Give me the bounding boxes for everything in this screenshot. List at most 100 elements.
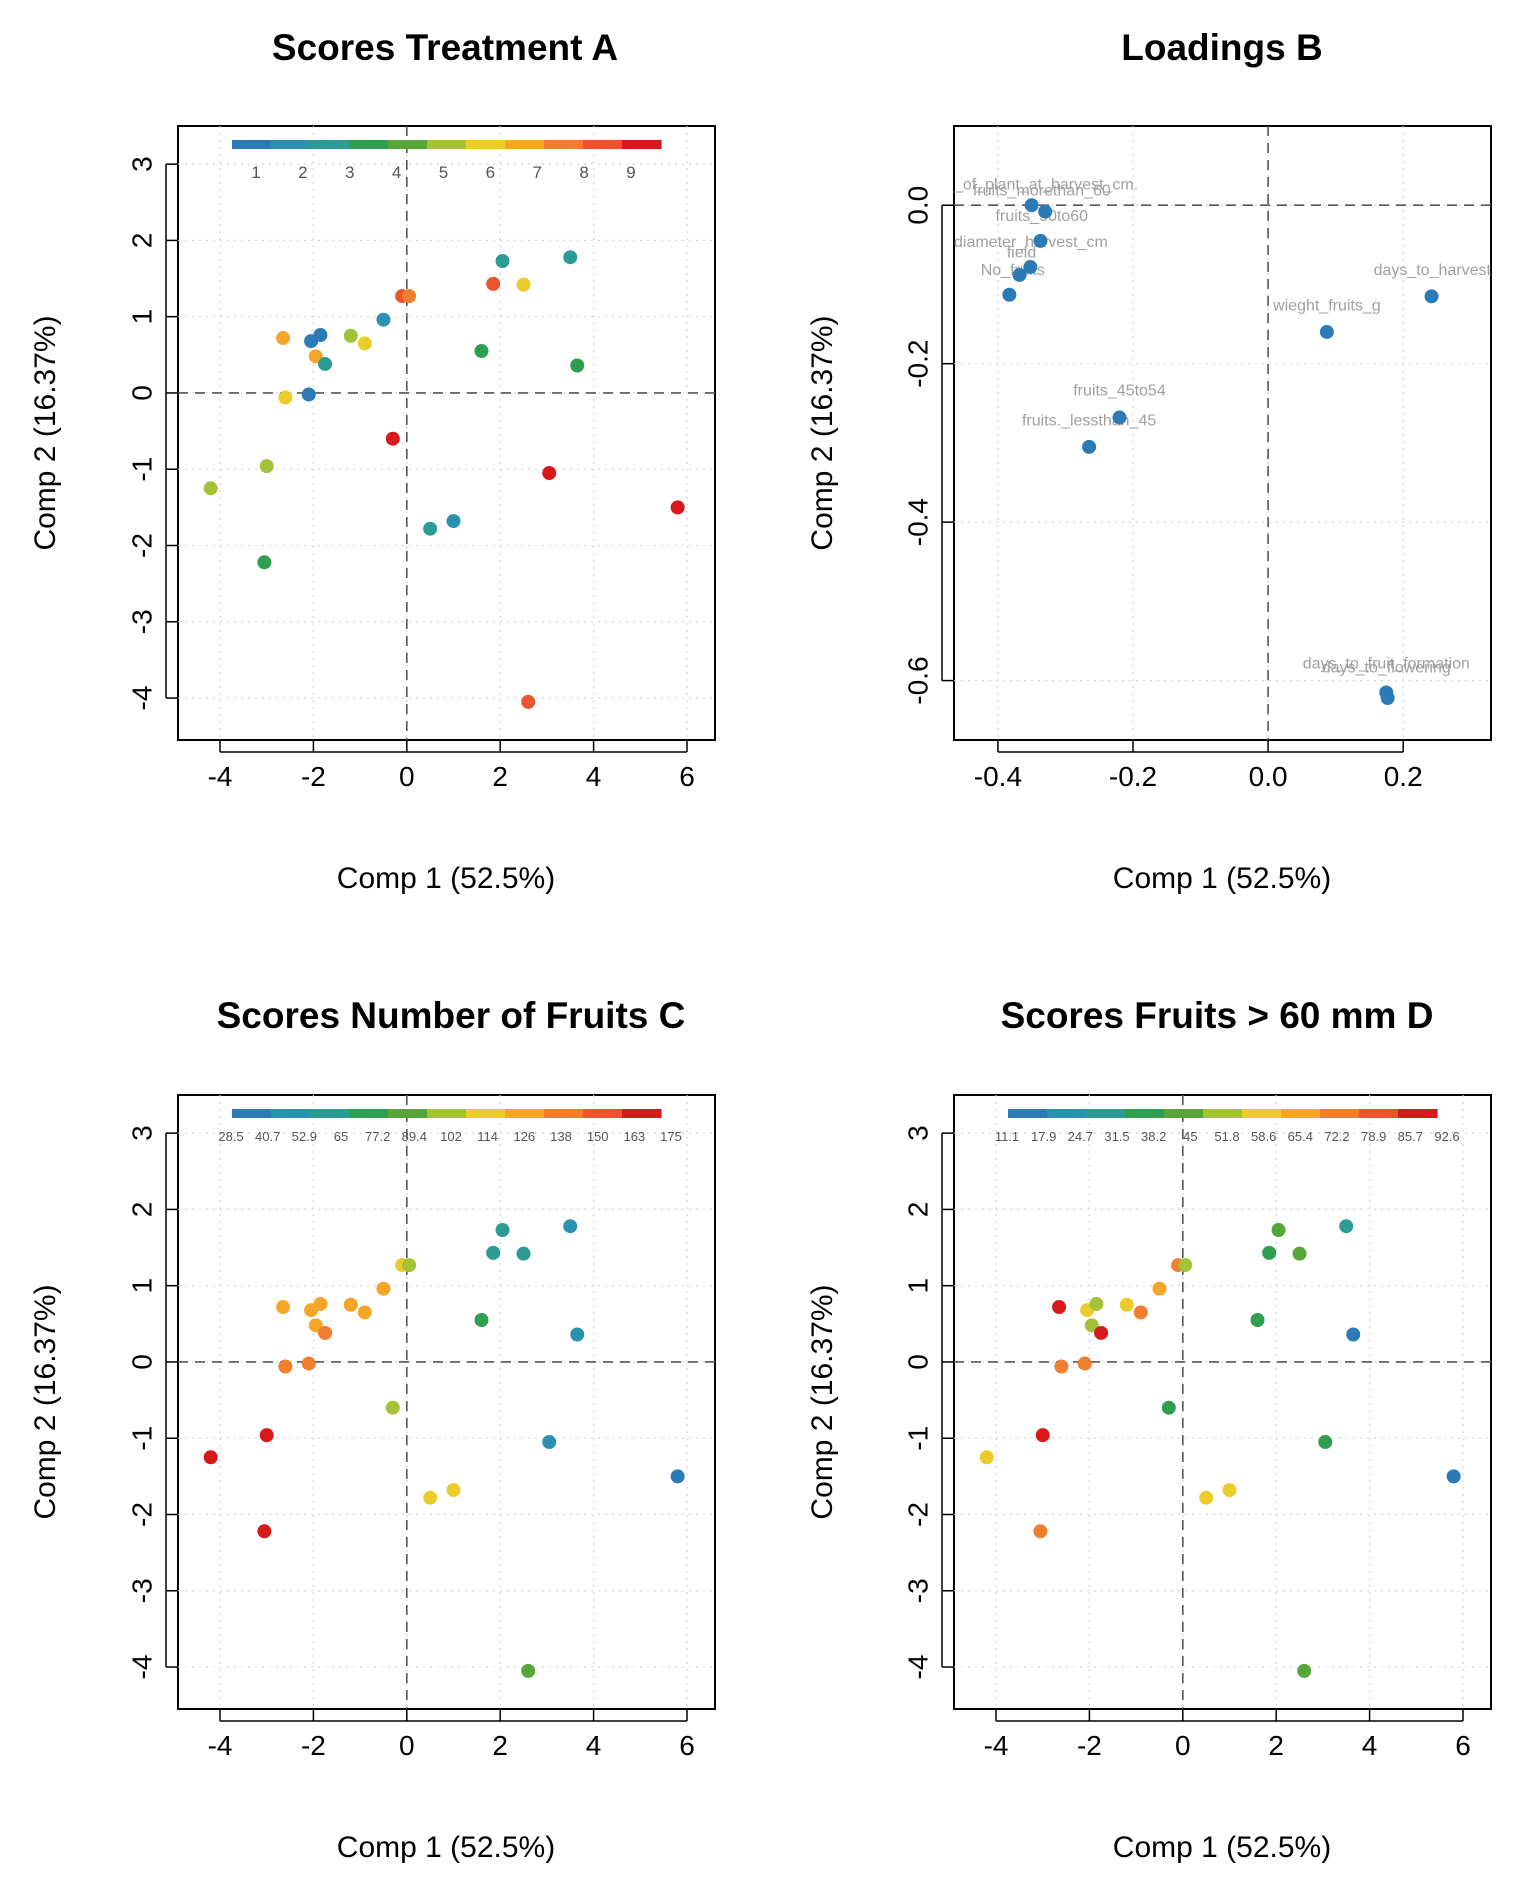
- panel-c-plot: -4 -2 0 2 4 6 3 2 1 0 -1 -2 -3 -4 28.5 40.7 52.9 65 77.2 89…: [127, 1095, 715, 1761]
- legend-label: 72.2: [1324, 1129, 1349, 1144]
- data-point: [278, 1359, 293, 1374]
- legend-color-segment: [544, 1109, 584, 1118]
- legend-color-segment: [388, 140, 428, 149]
- data-point: [570, 358, 585, 373]
- legend-label: 65.4: [1288, 1129, 1313, 1144]
- y-tick-label: -1: [127, 457, 158, 482]
- panel-a-title: Scores Treatment A: [272, 27, 618, 68]
- data-point: [423, 521, 438, 536]
- data-point: [1054, 1359, 1069, 1374]
- legend-color-segment: [622, 1109, 662, 1118]
- legend-color-segment: [427, 140, 467, 149]
- data-point: [385, 431, 400, 446]
- data-point: [1339, 1219, 1354, 1234]
- legend-label: 28.5: [218, 1129, 243, 1144]
- y-tick-label: -2: [127, 533, 158, 558]
- variable-label: fruits._lessthan_45: [1022, 412, 1156, 429]
- legend-color-segment: [544, 140, 584, 149]
- legend-label: 175: [660, 1129, 682, 1144]
- data-point: [308, 349, 323, 364]
- panel-b-ylabel: Comp 2 (16.37%): [806, 315, 839, 550]
- panel-c-frame: [177, 1094, 716, 1710]
- data-point: [376, 1281, 391, 1296]
- x-tick-label: 2: [1268, 1730, 1284, 1761]
- x-tick-label: 4: [586, 761, 602, 792]
- data-point: [1084, 1318, 1099, 1333]
- x-tick-label: 4: [586, 1730, 602, 1761]
- x-tick-label: 6: [679, 761, 695, 792]
- y-tick-label: -4: [903, 1655, 934, 1680]
- legend-label: 77.2: [365, 1129, 390, 1144]
- panel-d-xlabel: Comp 1 (52.5%): [1113, 1831, 1331, 1864]
- data-point: [1161, 1400, 1176, 1415]
- variable-label: days_to_flowering: [1322, 660, 1451, 677]
- y-tick-label: -3: [127, 1578, 158, 1603]
- data-point: [570, 1327, 585, 1342]
- data-point: [1262, 1245, 1277, 1260]
- x-tick-label: -4: [208, 1730, 233, 1761]
- legend-color-segment: [1008, 1109, 1048, 1118]
- legend-label: 17.9: [1031, 1129, 1056, 1144]
- variable-label: days_to_fruit_formation: [1303, 656, 1470, 673]
- data-point: [1271, 1223, 1286, 1238]
- data-point: [1038, 204, 1053, 219]
- variable-label: fruits_morethan_60: [973, 183, 1111, 200]
- variable-label: _of_plant_at_harvest_cm.: [953, 176, 1138, 193]
- data-point: [670, 1469, 685, 1484]
- y-tick-label: -0.2: [903, 340, 934, 388]
- legend-label: 11.1: [995, 1129, 1019, 1144]
- data-point: [1002, 287, 1017, 302]
- data-point: [203, 1450, 218, 1465]
- legend-color-segment: [349, 1109, 389, 1118]
- legend-color-segment: [349, 140, 389, 149]
- data-point: [979, 1450, 994, 1465]
- data-point: [1222, 1483, 1237, 1498]
- y-tick-label: 2: [127, 233, 158, 249]
- legend-color-segment: [505, 140, 545, 149]
- legend-label: 3: [345, 163, 354, 182]
- data-point: [1033, 1524, 1048, 1539]
- data-point: [1424, 289, 1439, 304]
- panel-b-title: Loadings B: [1121, 27, 1322, 68]
- data-point: [301, 1356, 316, 1371]
- data-point: [516, 1246, 531, 1261]
- y-tick-label: 3: [903, 1125, 934, 1141]
- data-point: [542, 1435, 557, 1450]
- legend-label: 51.8: [1214, 1129, 1239, 1144]
- y-tick-label: 3: [127, 156, 158, 172]
- legend-label: 92.6: [1434, 1129, 1459, 1144]
- data-point: [1446, 1469, 1461, 1484]
- legend-color-segment: [1203, 1109, 1243, 1118]
- y-tick-label: -2: [903, 1502, 934, 1527]
- data-point: [1094, 1325, 1109, 1340]
- x-tick-label: -4: [984, 1730, 1009, 1761]
- legend-label: 114: [477, 1129, 498, 1144]
- legend-color-segment: [271, 140, 311, 149]
- legend-label: 4: [392, 163, 401, 182]
- x-tick-label: -4: [208, 761, 233, 792]
- legend-color-segment: [232, 140, 272, 149]
- panel-b-frame: [953, 125, 1492, 741]
- data-point: [402, 1258, 417, 1273]
- legend-label: 9: [626, 163, 635, 182]
- y-tick-label: 2: [903, 1202, 934, 1218]
- legend-label: 126: [513, 1129, 535, 1144]
- panel-a-xlabel: Comp 1 (52.5%): [337, 862, 555, 895]
- data-point: [308, 1318, 323, 1333]
- y-tick-label: 0: [903, 1354, 934, 1370]
- data-point: [313, 327, 328, 342]
- legend-color-segment: [622, 140, 662, 149]
- data-point: [343, 328, 358, 343]
- data-point: [1319, 324, 1334, 339]
- legend-color-segment: [1047, 1109, 1087, 1118]
- legend-color-segment: [271, 1109, 311, 1118]
- legend-label: 102: [440, 1129, 462, 1144]
- legend-label: 7: [533, 163, 542, 182]
- data-point: [301, 387, 316, 402]
- data-point: [1112, 410, 1127, 425]
- data-point: [1012, 267, 1027, 282]
- x-tick-label: -2: [301, 761, 326, 792]
- panel-d-title: Scores Fruits > 60 mm D: [1001, 995, 1434, 1036]
- legend-color-segment: [466, 140, 506, 149]
- legend-label: 8: [579, 163, 588, 182]
